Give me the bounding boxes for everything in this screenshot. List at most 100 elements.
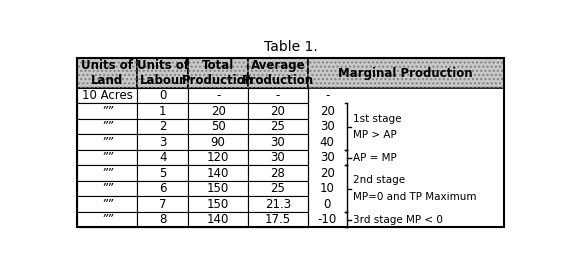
Text: 5: 5: [159, 167, 166, 180]
Bar: [78, 196, 137, 212]
Bar: [78, 181, 137, 196]
Text: 150: 150: [207, 182, 229, 195]
Bar: [188, 103, 248, 119]
Text: ””: ””: [101, 136, 113, 149]
Text: 25: 25: [270, 182, 285, 195]
Text: 150: 150: [207, 198, 229, 211]
Text: Units of
Labour: Units of Labour: [137, 59, 189, 87]
Bar: [137, 58, 188, 88]
Text: 0: 0: [324, 198, 331, 211]
Text: 120: 120: [207, 151, 229, 164]
Bar: [137, 134, 188, 150]
Text: ””: ””: [101, 167, 113, 180]
Bar: [78, 134, 137, 150]
Text: 8: 8: [159, 213, 166, 226]
Text: 1: 1: [159, 105, 167, 118]
Bar: [188, 212, 248, 227]
Text: ””: ””: [101, 120, 113, 133]
Text: 40: 40: [320, 136, 335, 149]
Text: -: -: [216, 89, 221, 102]
Bar: [137, 165, 188, 181]
Text: 4: 4: [159, 151, 167, 164]
Text: 90: 90: [211, 136, 226, 149]
Bar: [137, 103, 188, 119]
Bar: [78, 58, 137, 88]
Bar: [188, 181, 248, 196]
Bar: [78, 58, 137, 88]
Bar: [248, 103, 308, 119]
Text: -: -: [276, 89, 280, 102]
Text: ””: ””: [101, 213, 113, 226]
Bar: [188, 119, 248, 134]
Bar: [248, 58, 308, 88]
Text: 0: 0: [159, 89, 166, 102]
Text: 7: 7: [159, 198, 167, 211]
Text: 28: 28: [270, 167, 285, 180]
Bar: [137, 88, 188, 103]
Text: 20: 20: [320, 167, 335, 180]
Bar: [248, 88, 308, 103]
Bar: [248, 181, 308, 196]
Bar: [248, 134, 308, 150]
Text: 30: 30: [320, 151, 335, 164]
Bar: [137, 119, 188, 134]
Text: ””: ””: [101, 182, 113, 195]
Bar: [78, 150, 137, 165]
Text: 10 Acres: 10 Acres: [82, 89, 133, 102]
Text: 2: 2: [159, 120, 167, 133]
Text: 3rd stage MP < 0: 3rd stage MP < 0: [353, 215, 442, 224]
Text: ””: ””: [101, 151, 113, 164]
Bar: [188, 58, 248, 88]
Text: -: -: [325, 89, 329, 102]
Text: 30: 30: [270, 151, 285, 164]
Text: ””: ””: [101, 198, 113, 211]
Bar: [188, 150, 248, 165]
Bar: [78, 119, 137, 134]
Bar: [308, 58, 503, 88]
Bar: [308, 58, 503, 88]
Bar: [137, 196, 188, 212]
Bar: [78, 88, 137, 103]
Text: 20: 20: [270, 105, 285, 118]
Bar: [188, 58, 248, 88]
Text: 140: 140: [207, 167, 229, 180]
Text: MP > AP: MP > AP: [353, 130, 396, 140]
Text: AP = MP: AP = MP: [353, 153, 396, 163]
Bar: [188, 165, 248, 181]
Text: 20: 20: [211, 105, 226, 118]
Text: ””: ””: [101, 105, 113, 118]
Text: 17.5: 17.5: [265, 213, 291, 226]
Bar: [188, 196, 248, 212]
Text: Total
Production: Total Production: [182, 59, 254, 87]
Bar: [188, 134, 248, 150]
Bar: [137, 212, 188, 227]
Bar: [248, 196, 308, 212]
Text: 30: 30: [320, 120, 335, 133]
Text: 1st stage: 1st stage: [353, 114, 401, 123]
Text: -10: -10: [318, 213, 337, 226]
Bar: [188, 88, 248, 103]
Text: Units of
Land: Units of Land: [81, 59, 133, 87]
Text: 10: 10: [320, 182, 335, 195]
Text: 3: 3: [159, 136, 166, 149]
Bar: [248, 119, 308, 134]
Text: Table 1.: Table 1.: [264, 40, 318, 54]
Bar: [78, 165, 137, 181]
Text: 6: 6: [159, 182, 167, 195]
Bar: [248, 212, 308, 227]
Text: 21.3: 21.3: [265, 198, 291, 211]
Bar: [137, 150, 188, 165]
Text: MP=0 and TP Maximum: MP=0 and TP Maximum: [353, 192, 476, 202]
Text: Marginal Production: Marginal Production: [338, 67, 473, 80]
Bar: [78, 212, 137, 227]
Bar: [137, 58, 188, 88]
Bar: [248, 165, 308, 181]
Bar: [78, 103, 137, 119]
Text: 20: 20: [320, 105, 335, 118]
Bar: [248, 58, 308, 88]
Bar: [248, 150, 308, 165]
Bar: [137, 181, 188, 196]
Text: 30: 30: [270, 136, 285, 149]
Text: Average
Production: Average Production: [242, 59, 314, 87]
Text: 2nd stage: 2nd stage: [353, 175, 405, 186]
